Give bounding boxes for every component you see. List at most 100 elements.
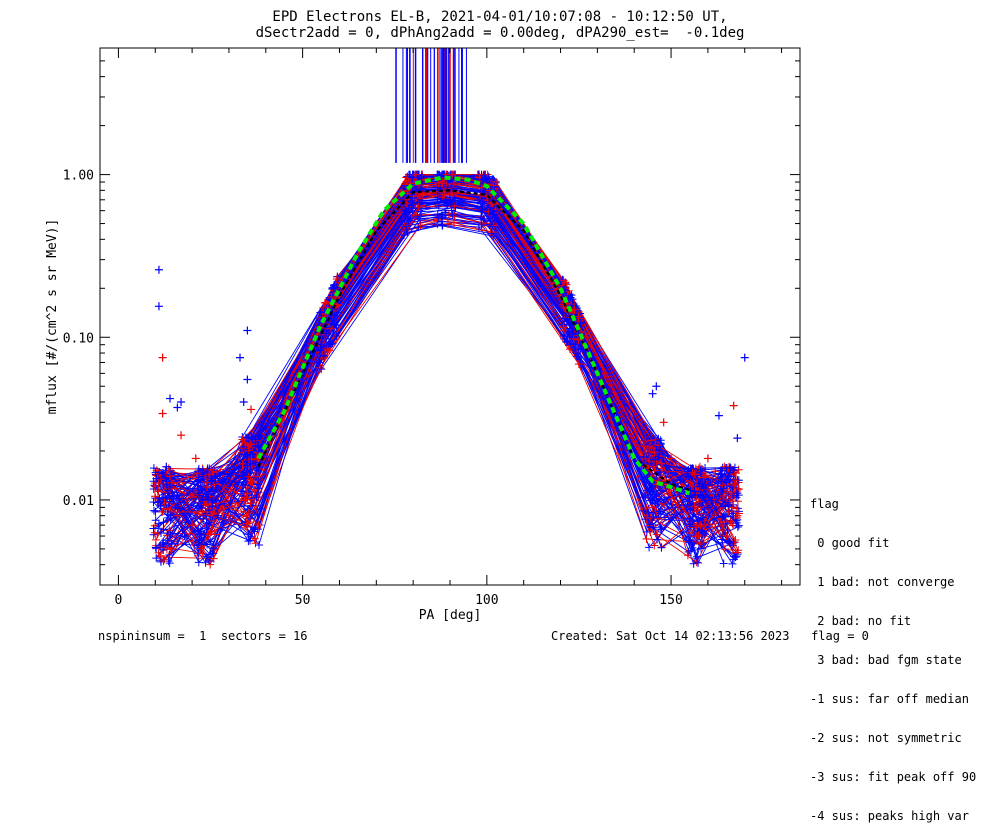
data-point	[569, 301, 578, 310]
data-point	[441, 196, 450, 205]
data-point	[696, 521, 705, 530]
data-point	[722, 532, 731, 541]
data-point	[692, 494, 701, 503]
data-point	[251, 459, 260, 468]
data-point	[647, 436, 656, 445]
data-point	[696, 490, 705, 499]
legend-entry: 1 bad: not converge	[810, 575, 955, 589]
data-point	[417, 196, 426, 205]
data-point	[701, 463, 710, 472]
data-point	[440, 187, 449, 196]
data-point	[695, 540, 704, 549]
data-point	[723, 526, 732, 535]
data-point	[714, 411, 723, 420]
data-point	[646, 434, 655, 443]
data-point	[248, 449, 257, 458]
data-point	[685, 538, 694, 547]
data-point	[446, 195, 455, 204]
legend-entry: 2 bad: no fit	[810, 614, 912, 628]
data-point	[652, 446, 661, 455]
data-point	[159, 525, 168, 534]
data-point	[317, 365, 326, 374]
data-point	[450, 212, 459, 221]
data-point	[251, 441, 260, 450]
data-point	[450, 218, 459, 227]
data-point	[449, 179, 458, 188]
data-point	[254, 446, 263, 455]
data-point	[205, 470, 214, 479]
data-point	[165, 559, 174, 568]
data-point	[319, 352, 328, 361]
data-point	[414, 222, 423, 231]
data-point	[156, 475, 165, 484]
data-point	[151, 535, 160, 544]
data-point	[701, 480, 710, 489]
data-point	[720, 512, 729, 521]
data-point	[697, 540, 706, 549]
data-point	[719, 484, 728, 493]
data-point	[698, 477, 707, 486]
data-point	[243, 456, 252, 465]
data-point	[408, 173, 417, 182]
data-point	[448, 210, 457, 219]
fit-curve	[256, 175, 691, 496]
data-point	[158, 409, 167, 418]
data-point	[733, 511, 742, 520]
data-point	[699, 532, 708, 541]
data-point	[657, 543, 666, 552]
data-point	[239, 492, 248, 501]
data-point	[239, 397, 248, 406]
data-point	[703, 503, 712, 512]
data-point	[402, 225, 411, 234]
data-point	[201, 484, 210, 493]
data-point	[250, 534, 259, 543]
data-point	[251, 539, 260, 548]
data-point	[213, 511, 222, 520]
data-point	[701, 471, 710, 480]
data-point	[729, 401, 738, 410]
data-point	[685, 492, 694, 501]
data-point	[206, 518, 215, 527]
data-point	[253, 472, 262, 481]
data-point	[205, 557, 214, 566]
y-tick-label: 1.00	[63, 169, 94, 184]
data-point	[697, 509, 706, 518]
data-point	[563, 316, 572, 325]
data-point	[652, 492, 661, 501]
data-point	[246, 499, 255, 508]
data-point	[478, 175, 487, 184]
data-point	[327, 292, 336, 301]
data-point	[569, 334, 578, 343]
data-point	[248, 434, 257, 443]
data-point	[152, 466, 161, 475]
data-point	[241, 495, 250, 504]
data-point	[149, 506, 158, 515]
data-point	[207, 476, 216, 485]
data-point	[159, 518, 168, 527]
data-point	[209, 554, 218, 563]
data-point	[646, 514, 655, 523]
data-point	[154, 265, 163, 274]
data-point	[733, 522, 742, 531]
legend-entry: 0 good fit	[810, 536, 890, 550]
data-point	[437, 217, 446, 226]
data-point	[402, 209, 411, 218]
data-point	[442, 201, 451, 210]
data-point	[726, 538, 734, 547]
data-point	[684, 533, 693, 542]
data-point	[150, 492, 159, 501]
data-point	[656, 507, 665, 516]
data-point	[194, 558, 203, 567]
data-point	[316, 346, 325, 355]
data-point	[162, 545, 171, 554]
data-point	[645, 543, 654, 552]
data-point	[239, 471, 248, 480]
data-point	[575, 313, 584, 322]
data-point	[418, 189, 427, 198]
data-point	[332, 331, 341, 340]
data-point	[180, 532, 189, 541]
data-point	[478, 205, 487, 214]
trace-line	[163, 192, 735, 560]
data-point	[156, 541, 165, 550]
data-point	[574, 360, 583, 369]
